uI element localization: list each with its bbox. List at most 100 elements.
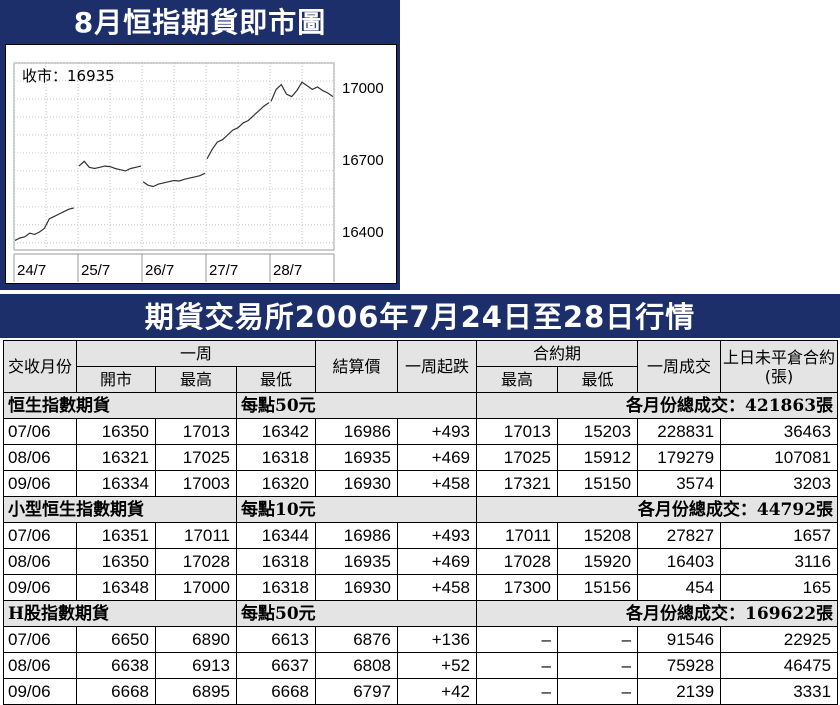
price-series-line — [206, 102, 270, 160]
table-cell: 16342 — [235, 418, 317, 445]
table-cell: 1657 — [720, 522, 839, 549]
table-row: 08/06 16321 17025 16318 16935 +469 17025 15912 1… — [3, 444, 839, 471]
table-cell: 228831 — [637, 418, 722, 445]
section-name: H股指數期貨 — [3, 600, 237, 627]
y-tick-label: 17000 — [342, 80, 384, 97]
table-cell: 6890 — [155, 626, 237, 653]
section-name: 小型恒生指數期貨 — [3, 496, 237, 523]
x-tick-label: 28/7 — [273, 262, 302, 279]
table-cell: 16986 — [315, 418, 399, 445]
x-tick-label: 25/7 — [81, 262, 110, 279]
table-cell: 17028 — [476, 548, 559, 575]
header-contract-high: 最高 — [476, 366, 559, 393]
table-cell: 3574 — [637, 470, 722, 497]
header-contract: 合約期 — [476, 340, 639, 367]
table-cell: – — [476, 626, 559, 653]
table-cell: – — [476, 678, 559, 705]
section-per-point: 每點50元 — [235, 392, 478, 419]
section-total-volume: 各月份總成交：169622張 — [476, 600, 839, 627]
table-cell: 16350 — [76, 418, 156, 445]
table-cell: +458 — [397, 574, 478, 601]
table-cell: 6876 — [315, 626, 399, 653]
table-cell: 165 — [720, 574, 839, 601]
header-contract-low: 最低 — [557, 366, 639, 393]
table-cell: 16318 — [235, 574, 317, 601]
table-cell: +469 — [397, 444, 478, 471]
table-cell: 16334 — [76, 470, 156, 497]
table-cell: 6913 — [155, 652, 237, 679]
x-tick-label: 24/7 — [17, 262, 46, 279]
table-cell: 09/06 — [3, 574, 77, 601]
table-cell: 17011 — [476, 522, 559, 549]
header-open-interest: 上日未平倉合約(張) — [720, 340, 839, 393]
section-row: 恒生指數期貨 每點50元 各月份總成交：421863張 — [3, 392, 839, 419]
table-cell: 17003 — [155, 470, 237, 497]
table-cell: 16344 — [235, 522, 317, 549]
futures-table: 交收月份 一周 結算價 一周起跌 合約期 一周成交 上日未平倉合約(張) 開市 … — [3, 340, 839, 705]
header-open: 開市 — [76, 366, 156, 393]
section-per-point: 每點10元 — [235, 496, 478, 523]
table-cell: 17013 — [476, 418, 559, 445]
table-cell: 17321 — [476, 470, 559, 497]
close-price-label: 收市：16935 — [22, 67, 115, 85]
header-week: 一周 — [75, 340, 317, 367]
x-tick-label: 26/7 — [145, 262, 174, 279]
table-body: 恒生指數期貨 每點50元 各月份總成交：421863張 07/06 16350 17013… — [3, 392, 839, 705]
table-cell: +458 — [397, 470, 478, 497]
table-cell: 6895 — [155, 678, 237, 705]
table-row: 08/06 6638 6913 6637 6808 +52– –75928 46475 — [3, 652, 839, 679]
table-cell: 16986 — [315, 522, 399, 549]
table-cell: 16318 — [235, 444, 317, 471]
table-cell: 08/06 — [3, 652, 77, 679]
table-cell: 36463 — [720, 418, 839, 445]
table-cell: 6637 — [235, 652, 317, 679]
header-high: 最高 — [155, 366, 237, 393]
table-cell: 17025 — [476, 444, 559, 471]
table-cell: 15203 — [557, 418, 639, 445]
table-cell: – — [557, 652, 639, 679]
table-cell: 16348 — [76, 574, 156, 601]
table-cell: 46475 — [720, 652, 839, 679]
table-cell: +469 — [397, 548, 478, 575]
table-cell: 27827 — [637, 522, 722, 549]
table-cell: – — [557, 678, 639, 705]
header-volume: 一周成交 — [637, 340, 722, 393]
table-cell: 16350 — [76, 548, 156, 575]
table-cell: 16351 — [76, 522, 156, 549]
table-cell: 17028 — [155, 548, 237, 575]
section-per-point: 每點50元 — [235, 600, 478, 627]
table-cell: 107081 — [720, 444, 839, 471]
table-cell: +493 — [397, 522, 478, 549]
table-row: 07/06 16350 17013 16342 16986 +493 17013 15203 2… — [3, 418, 839, 445]
table-cell: 17300 — [476, 574, 559, 601]
table-cell: 179279 — [637, 444, 722, 471]
table-cell: 15912 — [557, 444, 639, 471]
table-cell: 22925 — [720, 626, 839, 653]
price-series-line — [142, 172, 206, 188]
table-cell: 07/06 — [3, 626, 77, 653]
table-cell: 17000 — [155, 574, 237, 601]
table-cell: +42 — [397, 678, 478, 705]
table-cell: 6638 — [76, 652, 156, 679]
table-cell: 75928 — [637, 652, 722, 679]
table-cell: 3203 — [720, 470, 839, 497]
table-cell: 6797 — [315, 678, 399, 705]
table-cell: 6613 — [235, 626, 317, 653]
table-cell: 16930 — [315, 470, 399, 497]
table-row: 08/06 16350 17028 16318 16935 +469 17028 15920 1… — [3, 548, 839, 575]
table-cell: – — [476, 652, 559, 679]
table-cell: 07/06 — [3, 418, 77, 445]
section-row: H股指數期貨 每點50元 各月份總成交：169622張 — [3, 600, 839, 627]
table-cell: 91546 — [637, 626, 722, 653]
header-settle: 結算價 — [315, 340, 399, 393]
table-cell: 15920 — [557, 548, 639, 575]
table-cell: 07/06 — [3, 522, 77, 549]
table-cell: +136 — [397, 626, 478, 653]
table-cell: 6650 — [76, 626, 156, 653]
table-cell: 2139 — [637, 678, 722, 705]
table-row: 09/06 6668 6895 6668 6797 +42– –2139 3331 — [3, 678, 839, 705]
table-cell: 16935 — [315, 444, 399, 471]
table-title: 期貨交易所2006年7月24日至28日行情 — [0, 294, 840, 338]
table-cell: 15156 — [557, 574, 639, 601]
table-cell: – — [557, 626, 639, 653]
